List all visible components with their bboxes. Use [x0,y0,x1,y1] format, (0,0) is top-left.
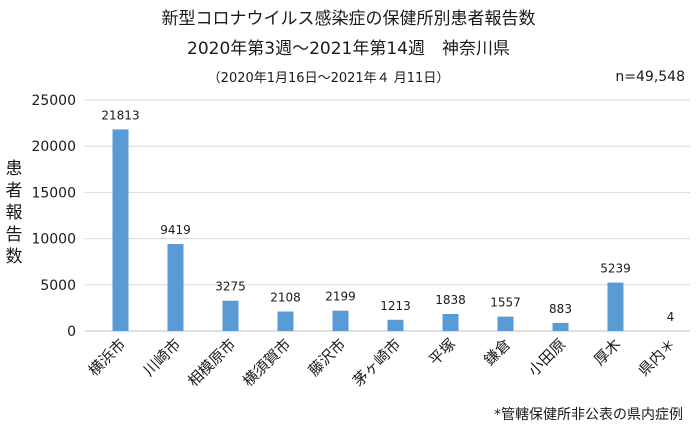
data-label: 21813 [101,108,139,122]
y-axis-ticks: 0 5000 10000 15000 20000 25000 [31,93,76,340]
bar [332,310,349,331]
gridlines [85,99,690,286]
data-label: 1213 [380,299,411,313]
y-tick-label: 25000 [31,93,76,109]
y-axis-label: 患者報告数 [5,159,23,267]
x-axis-labels: 横浜市 川崎市 相模原市 横須賀市 藤沢市 茅ヶ崎市 平塚 鎌倉 小田原 厚木 県内＊ [85,335,680,390]
bars [112,129,679,331]
bar [552,322,569,331]
data-label: 5239 [600,262,631,276]
x-tick-label: 茅ヶ崎市 [349,335,404,390]
x-tick-label: 平塚 [425,335,459,369]
x-tick-label: 相模原市 [184,335,239,390]
total-count-label: n=49,548 [615,69,685,85]
x-tick-label: 横須賀市 [239,335,294,390]
data-label: 1557 [490,296,521,310]
x-tick-label: 県内＊ [635,335,680,380]
bar [277,311,294,331]
data-label: 2199 [325,290,356,304]
x-tick-label: 厚木 [590,335,624,369]
x-tick-label: 藤沢市 [305,335,350,380]
x-tick-label: 横浜市 [85,335,130,380]
x-tick-label: 小田原 [525,335,570,380]
chart-period: （2020年1月16日～2021年４ 月11日） [207,71,450,86]
x-tick-label: 鎌倉 [480,335,514,369]
x-tick-label: 川崎市 [140,335,185,380]
chart-title: 新型コロナウイルス感染症の保健所別患者報告数 [161,9,536,29]
data-label: 2108 [270,291,301,305]
bar [442,314,459,331]
y-tick-label: 15000 [31,185,76,201]
bar [387,319,404,331]
bar [167,243,184,331]
data-label: 883 [549,302,572,316]
y-tick-label: 5000 [40,278,76,294]
chart-subtitle: 2020年第3週～2021年第14週 神奈川県 [187,39,510,59]
bar [112,129,129,331]
footnote: *管轄保健所非公表の県内症例 [494,407,683,423]
data-label: 3275 [215,280,246,294]
y-tick-label: 0 [67,324,76,340]
y-tick-label: 10000 [31,232,76,248]
data-label: 9419 [160,223,191,237]
data-labels: 21813 9419 3275 2108 2199 1213 1838 1557 883 5239… [101,108,674,324]
bar [497,316,514,331]
bar [607,282,624,331]
y-tick-label: 20000 [31,139,76,155]
data-label: 1838 [435,293,466,307]
data-label: 4 [667,310,675,324]
bar [222,300,239,331]
